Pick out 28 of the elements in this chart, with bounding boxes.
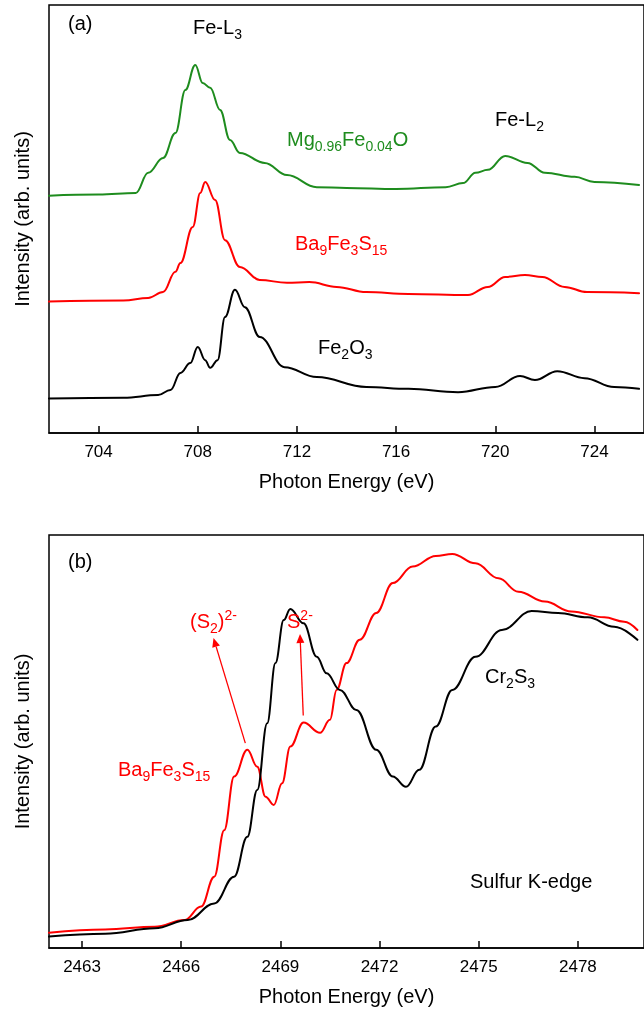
text: Fe-L$_{3}$ (193, 16, 242, 43)
series-label: Cr$_{2}$S$_{3}$ (485, 665, 536, 692)
annotation: Sulfur K-edge (470, 870, 593, 892)
x-axis-title: Photon Energy (eV) (258, 470, 435, 492)
y-axis-title: Intensity (arb. units) (11, 131, 33, 307)
x-tick-label: 2466 (162, 957, 201, 976)
annotation: (b) (68, 550, 93, 572)
x-tick-label: 708 (183, 442, 212, 461)
x-tick-label: 2475 (459, 957, 498, 976)
series-label: Fe$_{2}$O$_{3}$ (318, 336, 373, 363)
x-tick-label: 704 (84, 442, 113, 461)
text: (a) (68, 12, 93, 34)
annotation: S$^{2-}$ (287, 607, 313, 632)
annotation: (S$_{2}$)$^{2-}$ (190, 607, 237, 637)
x-tick-label: 724 (580, 442, 609, 461)
x-tick-label: 712 (282, 442, 312, 461)
annotation: Fe-L$_{2}$ (495, 108, 544, 135)
x-tick-label: 2463 (63, 957, 101, 976)
x-tick-label: 2478 (558, 957, 597, 976)
y-axis-title: Intensity (arb. units) (11, 653, 33, 830)
series-label: Ba$_{9}$Fe$_{3}$S$_{15}$ (295, 232, 388, 259)
x-tick-label: 2469 (261, 957, 300, 976)
x-tick-label: 2472 (360, 957, 399, 976)
series-label: Mg$_{0.96}$Fe$_{0.04}$O (287, 128, 409, 155)
x-tick-label: 716 (381, 442, 411, 461)
series-label: Ba$_{9}$Fe$_{3}$S$_{15}$ (118, 758, 211, 785)
x-tick-label: 720 (481, 442, 510, 461)
x-axis-title: Photon Energy (eV) (258, 985, 435, 1007)
